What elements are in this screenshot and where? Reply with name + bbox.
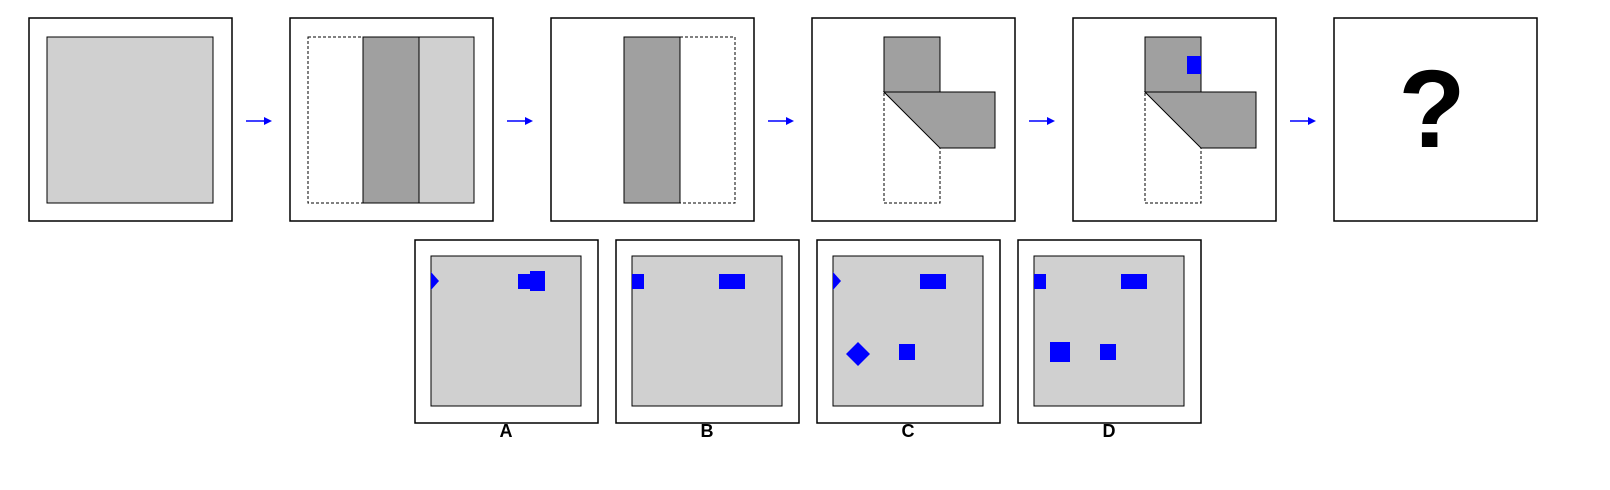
option-d[interactable] xyxy=(1017,239,1202,424)
hole-square xyxy=(1100,344,1116,360)
option-a[interactable] xyxy=(414,239,599,424)
hole-square xyxy=(632,274,644,289)
paper-sheet xyxy=(46,36,214,204)
option-b[interactable] xyxy=(615,239,800,424)
hole-square xyxy=(530,271,545,291)
paper-sheet xyxy=(832,255,984,407)
arrow-icon xyxy=(768,117,794,125)
hole-diamond xyxy=(846,342,870,366)
upper-strip xyxy=(883,36,941,93)
step-4-panel xyxy=(811,17,1016,222)
folded-strip xyxy=(623,36,681,204)
paper-sheet xyxy=(631,255,783,407)
question-mark: ? xyxy=(1398,48,1466,171)
question-panel xyxy=(1333,17,1538,222)
option-c[interactable] xyxy=(816,239,1001,424)
hole-diamond xyxy=(833,272,841,290)
panel-frame xyxy=(1333,17,1538,222)
arrow-icon xyxy=(1029,117,1055,125)
step-5-panel xyxy=(1072,17,1277,222)
arrow-icon xyxy=(246,117,272,125)
step-3-panel xyxy=(550,17,755,222)
paper-sheet xyxy=(430,255,582,407)
folded-flap xyxy=(362,36,420,204)
hole-rect xyxy=(719,274,745,289)
step-2-panel xyxy=(289,17,494,222)
punched-hole xyxy=(1187,56,1201,74)
hole-square xyxy=(899,344,915,360)
hole-diamond xyxy=(431,272,439,290)
diagonal-flap xyxy=(882,91,996,149)
hole-square xyxy=(518,274,532,289)
arrow-icon xyxy=(1290,117,1316,125)
hole-rect xyxy=(1121,274,1147,289)
arrow-icon xyxy=(507,117,533,125)
paper-remaining xyxy=(418,36,475,204)
hole-square xyxy=(1050,342,1070,362)
paper-sheet xyxy=(1033,255,1185,407)
step-1-panel xyxy=(28,17,233,222)
folded-away-outline xyxy=(679,36,736,204)
hole-rect xyxy=(920,274,946,289)
hole-square xyxy=(1034,274,1046,289)
diagonal-flap xyxy=(1143,91,1257,149)
